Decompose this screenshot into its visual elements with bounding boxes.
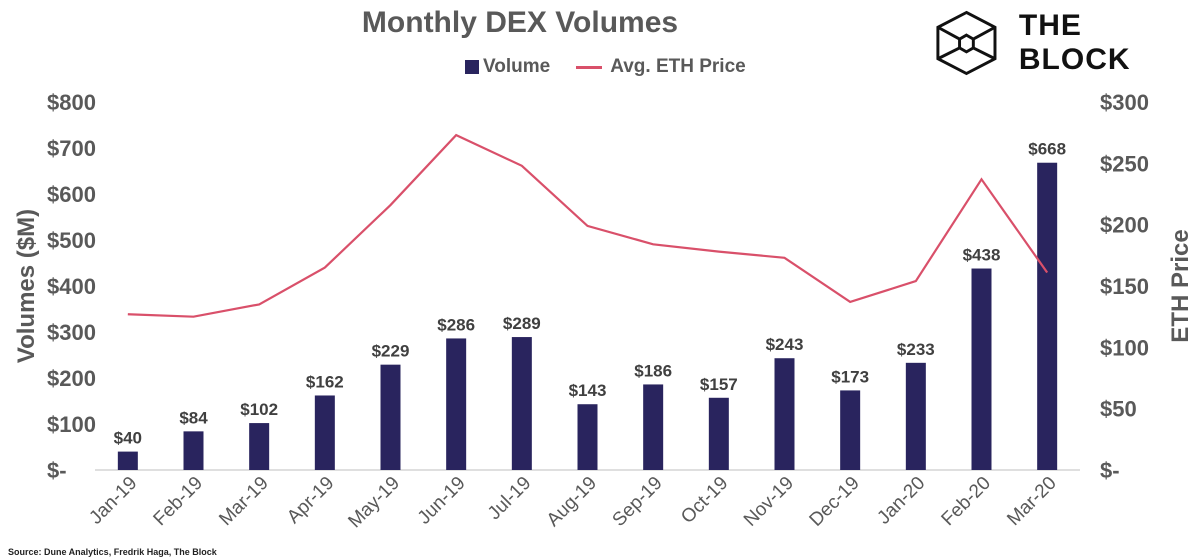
y-tick-label: $200 (47, 366, 96, 391)
chart-title: Monthly DEX Volumes (361, 6, 679, 39)
y-tick-label: $500 (47, 228, 96, 253)
source-note: Source: Dune Analytics, Fredrik Haga, Th… (8, 547, 217, 557)
y-tick-label: $700 (47, 136, 96, 161)
bar-dec-19 (840, 390, 861, 470)
bar-data-label: $233 (897, 340, 935, 359)
bar-jan-20 (905, 362, 926, 470)
x-tick-label: Nov-19 (740, 473, 798, 531)
bar-data-label: $143 (569, 381, 607, 400)
x-tick-label: May-19 (344, 473, 404, 533)
legend-item-eth: Avg. ETH Price (576, 56, 746, 78)
logo-text: THE BLOCK (1018, 9, 1131, 76)
bar-data-label: $289 (503, 314, 541, 333)
y-tick-label: $- (47, 458, 67, 483)
cube-logo-icon (936, 10, 997, 76)
y2-tick-label: $50 (1100, 397, 1137, 422)
y-axis-title: Volumes ($M) (13, 209, 40, 363)
y-tick-label: $600 (47, 182, 96, 207)
y2-tick-label: $100 (1100, 335, 1149, 360)
y-tick-label: $100 (47, 412, 96, 437)
bar-data-label: $438 (963, 246, 1001, 265)
bar-nov-19 (774, 358, 795, 470)
x-tick-label: Sep-19 (609, 473, 667, 531)
legend-label: Avg. ETH Price (610, 56, 746, 77)
y2-tick-label: $250 (1100, 151, 1149, 176)
x-tick-label: Jan-20 (873, 473, 929, 529)
x-tick-label: Jul-19 (484, 473, 535, 524)
bar-data-label: $173 (831, 367, 869, 386)
y2-tick-label: $- (1100, 458, 1120, 483)
y2-tick-label: $300 (1100, 90, 1149, 115)
x-tick-label: Jun-19 (414, 473, 470, 529)
y2-tick-label: $150 (1100, 274, 1149, 299)
bar-oct-19 (708, 397, 729, 470)
x-tick-label: Mar-20 (1003, 473, 1060, 530)
bar-data-label: $157 (700, 375, 738, 394)
x-tick-label: Aug-19 (543, 473, 601, 531)
bar-data-label: $243 (766, 335, 804, 354)
bar-mar-20 (1037, 162, 1058, 470)
legend-swatch-line (576, 65, 603, 69)
bar-data-label: $40 (114, 429, 142, 448)
bar-data-label: $162 (306, 372, 344, 391)
bar-sep-19 (643, 384, 664, 470)
bar-data-label: $102 (240, 400, 278, 419)
the-block-logo: THE BLOCK (932, 8, 1200, 78)
x-tick-label: Apr-19 (283, 473, 338, 528)
bar-feb-19 (183, 431, 204, 470)
legend-label: Volume (483, 56, 551, 77)
bar-feb-20 (971, 268, 992, 470)
bar-jul-19 (511, 337, 532, 470)
x-tick-label: Mar-19 (215, 473, 272, 530)
bar-jun-19 (446, 338, 467, 470)
bar-data-label: $186 (634, 361, 672, 380)
x-tick-label: Dec-19 (806, 473, 864, 531)
bar-jan-19 (117, 451, 138, 470)
bar-may-19 (380, 364, 401, 470)
bar-aug-19 (577, 404, 598, 470)
y-tick-label: $800 (47, 90, 96, 115)
x-tick-label: Feb-20 (938, 473, 995, 530)
legend-item-volume: Volume (465, 56, 550, 78)
bar-apr-19 (314, 395, 335, 470)
y-tick-label: $400 (47, 274, 96, 299)
bar-data-label: $668 (1028, 140, 1066, 159)
legend: Volume Avg. ETH Price (465, 56, 746, 78)
bar-data-label: $286 (437, 315, 475, 334)
x-tick-label: Feb-19 (150, 473, 207, 530)
y-tick-label: $300 (47, 320, 96, 345)
bar-mar-19 (249, 423, 270, 470)
legend-swatch-bar (465, 60, 479, 74)
x-tick-label: Jan-19 (85, 473, 141, 529)
y2-axis-title: ETH Price (1167, 229, 1194, 342)
bar-data-label: $84 (179, 408, 208, 427)
y2-tick-label: $200 (1100, 213, 1149, 238)
x-tick-label: Oct-19 (677, 473, 732, 528)
bar-data-label: $229 (372, 342, 410, 361)
